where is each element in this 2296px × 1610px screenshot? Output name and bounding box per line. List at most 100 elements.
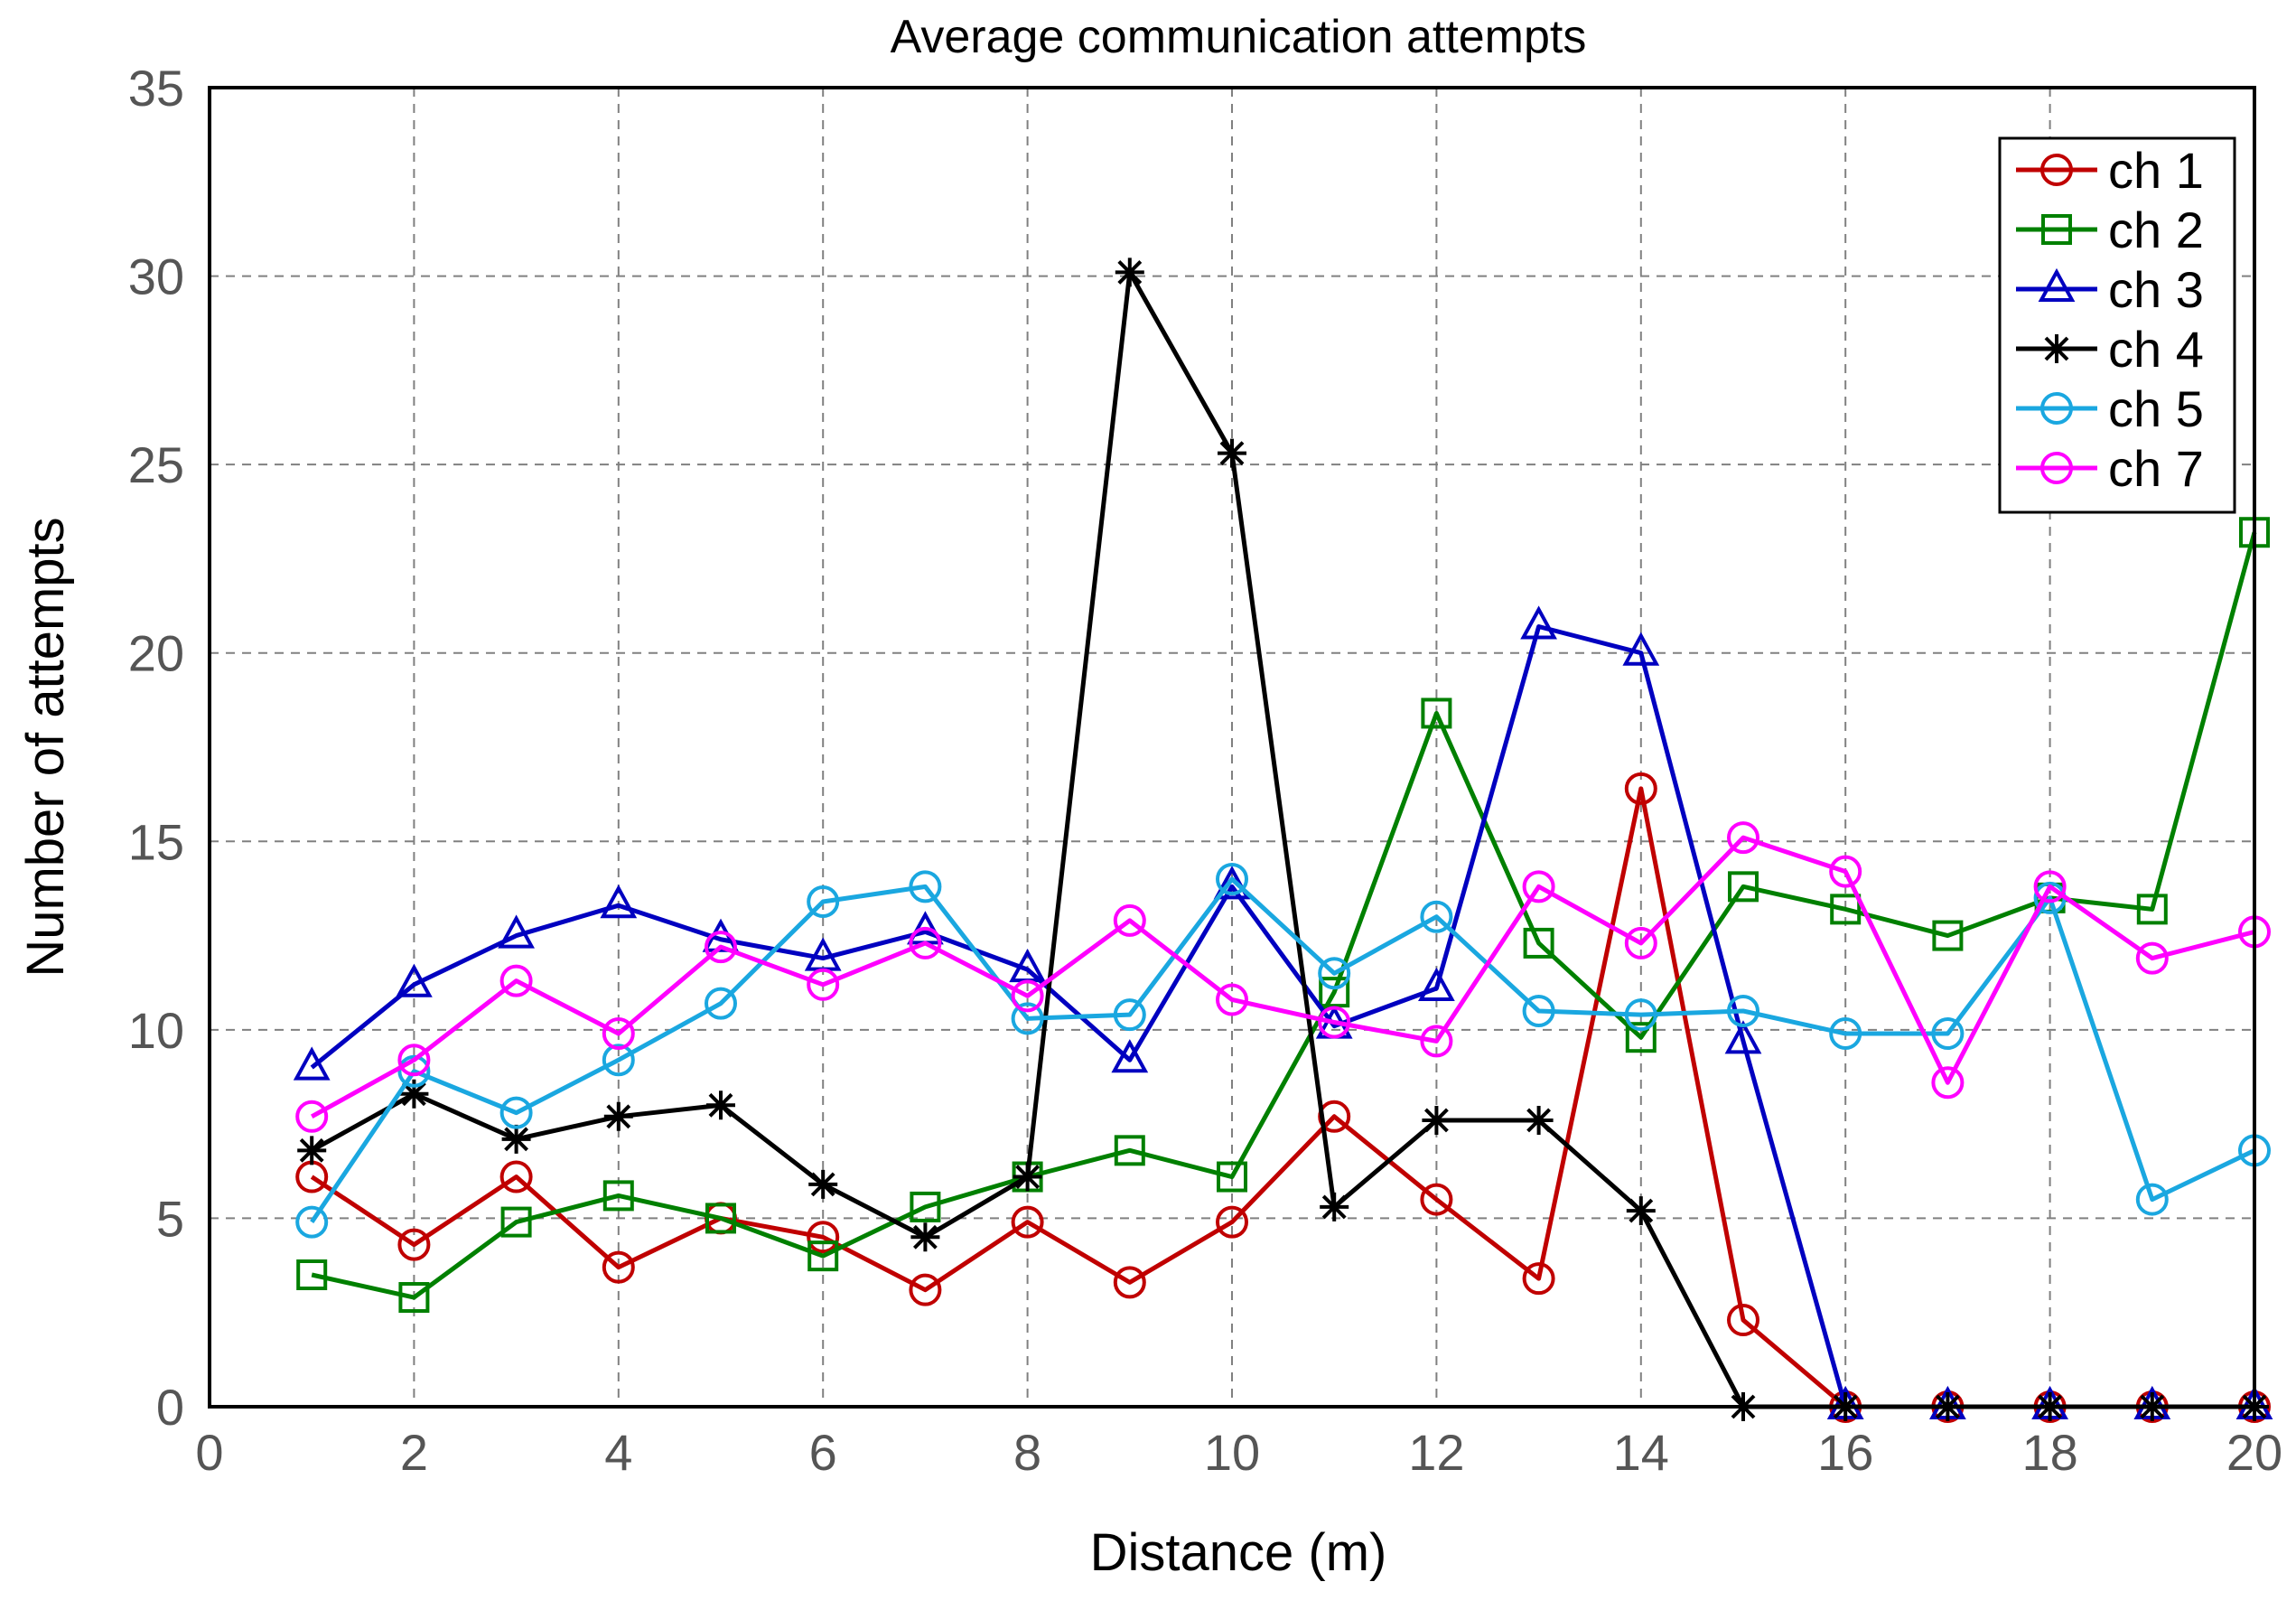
data-point <box>1113 1266 1146 1299</box>
legend: ch 1ch 2ch 3ch 4ch 5ch 7 <box>1998 136 2236 514</box>
data-point <box>1318 957 1351 990</box>
x-axis-label: Distance (m) <box>1090 1523 1387 1582</box>
data-point <box>1114 1135 1145 1166</box>
x-tick-label: 10 <box>1204 1424 1260 1481</box>
data-point <box>1624 772 1657 805</box>
data-point <box>1522 1262 1555 1296</box>
data-point <box>1011 1002 1044 1035</box>
data-point <box>1932 920 1964 951</box>
data-point <box>1217 1161 1247 1193</box>
x-tick-label: 0 <box>195 1424 223 1481</box>
chart-title: Average communication attempts <box>891 11 1587 63</box>
data-point <box>1216 1205 1248 1239</box>
data-point <box>397 1054 431 1088</box>
data-point <box>1728 871 1759 903</box>
data-point <box>1626 1196 1656 1226</box>
data-point <box>2040 154 2073 186</box>
data-point <box>499 964 533 997</box>
data-point <box>498 914 535 949</box>
data-point <box>910 1191 941 1222</box>
series-ch-3 <box>293 605 2273 1419</box>
legend-entry: ch 1 <box>2016 142 2204 199</box>
data-point <box>501 1124 531 1154</box>
x-tick-label: 20 <box>2226 1424 2282 1481</box>
series-line <box>311 531 2257 1300</box>
series-line <box>310 786 2254 1409</box>
series-ch-7 <box>295 821 2271 1133</box>
data-point <box>1111 1039 1149 1073</box>
y-tick-label: 20 <box>128 625 184 682</box>
data-point <box>1320 1192 1349 1222</box>
series-ch-1 <box>295 772 2271 1423</box>
data-point <box>1624 998 1657 1032</box>
y-tick-label: 30 <box>128 248 184 305</box>
legend-label: ch 2 <box>2108 201 2204 258</box>
data-point <box>2033 870 2067 903</box>
y-tick-label: 5 <box>156 1190 184 1247</box>
data-point <box>603 1101 633 1131</box>
x-tick-label: 8 <box>1013 1424 1041 1481</box>
data-point <box>1011 979 1044 1013</box>
data-point <box>2040 392 2073 425</box>
y-tick-label: 25 <box>128 436 184 493</box>
legend-label: ch 4 <box>2108 321 2204 378</box>
data-point <box>293 1046 331 1081</box>
data-point <box>295 1205 329 1239</box>
data-point <box>1421 697 1452 729</box>
data-point <box>706 1090 735 1120</box>
data-point <box>1216 863 1248 895</box>
data-point <box>1830 894 1862 925</box>
legend-entry: ch 2 <box>2016 201 2204 258</box>
data-point <box>397 1044 431 1077</box>
data-point <box>909 1273 942 1306</box>
data-point <box>399 1079 429 1109</box>
data-point <box>297 1136 327 1165</box>
data-point <box>499 1160 533 1193</box>
data-point <box>2135 1183 2169 1216</box>
data-point <box>1520 605 1557 640</box>
data-point <box>807 968 840 1001</box>
data-point <box>2136 894 2168 925</box>
data-point <box>1420 1025 1453 1058</box>
data-point <box>1113 998 1146 1032</box>
data-point <box>1011 1205 1044 1239</box>
x-tick-label: 18 <box>2021 1424 2077 1481</box>
series-ch-5 <box>295 863 2271 1239</box>
data-point <box>1727 821 1759 855</box>
data-point <box>1829 1017 1862 1051</box>
data-point <box>296 1259 328 1290</box>
legend-entry: ch 3 <box>2016 261 2204 318</box>
data-point <box>705 931 737 964</box>
y-tick-label: 10 <box>128 1002 184 1059</box>
data-point <box>1218 438 1246 468</box>
data-point <box>1727 1304 1759 1337</box>
data-point <box>1522 995 1555 1027</box>
data-point <box>500 1206 532 1238</box>
data-point <box>1727 995 1759 1027</box>
data-point <box>1931 1017 1965 1051</box>
series-line <box>310 835 2255 1119</box>
data-point <box>295 1100 329 1133</box>
x-tick-label: 4 <box>604 1424 632 1481</box>
data-point <box>1625 1022 1657 1053</box>
data-point <box>396 963 433 997</box>
data-point <box>1523 927 1554 959</box>
data-point <box>2042 334 2071 363</box>
data-point <box>1318 1006 1351 1039</box>
data-point <box>397 1228 431 1261</box>
plot-frame <box>208 86 2256 1409</box>
data-point <box>2040 452 2073 484</box>
data-point <box>602 1250 635 1284</box>
data-point <box>909 870 942 903</box>
legend-label: ch 3 <box>2108 261 2204 318</box>
data-point <box>807 885 840 919</box>
data-point <box>1624 926 1657 959</box>
data-point <box>2041 214 2072 245</box>
data-point <box>1422 1105 1451 1135</box>
data-point <box>909 926 942 959</box>
y-tick-label: 35 <box>128 60 184 117</box>
data-point <box>2135 941 2169 975</box>
legend-entry: ch 5 <box>2016 380 2204 437</box>
data-point <box>1115 257 1144 287</box>
